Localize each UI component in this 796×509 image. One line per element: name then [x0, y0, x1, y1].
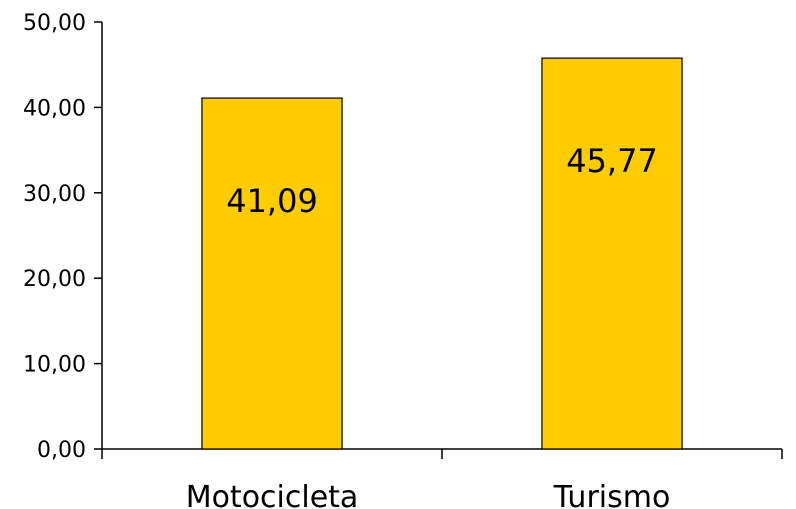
y-tick-label: 40,00 — [23, 96, 86, 121]
bar-motocicleta — [201, 97, 343, 450]
y-tick-label: 20,00 — [23, 267, 86, 292]
data-label-turismo: 45,77 — [566, 142, 658, 180]
y-tick-label: 10,00 — [23, 353, 86, 378]
data-label-motocicleta: 41,09 — [226, 182, 318, 220]
y-tick-label: 30,00 — [23, 182, 86, 207]
y-tick-label: 50,00 — [23, 11, 86, 36]
chart-marks: 0,00 10,00 20,00 30,00 40,00 50,00 41,09 Motoci… — [23, 11, 783, 509]
y-tick-label: 0,00 — [37, 438, 86, 463]
x-tick-label-turismo: Turismo — [553, 480, 671, 509]
x-tick-label-motocicleta: Motocicleta — [186, 480, 359, 509]
bar-turismo — [541, 57, 683, 450]
